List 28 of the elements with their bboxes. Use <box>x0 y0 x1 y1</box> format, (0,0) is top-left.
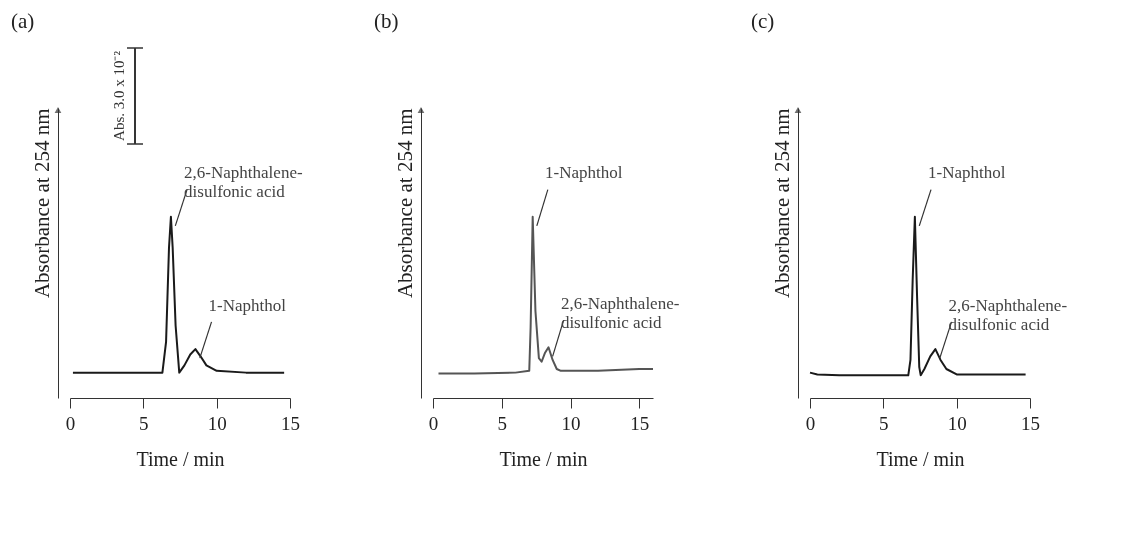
y-axis-title: Absorbance at 254 nm <box>769 108 794 299</box>
x-tick-label: 0 <box>65 412 76 434</box>
x-axis-title: Time / min <box>499 447 588 470</box>
x-tick-label: 15 <box>281 412 300 434</box>
annotation: 1-Naphthol <box>545 163 623 183</box>
chart-title: (a) <box>11 8 35 33</box>
x-axis-title: Time / min <box>136 447 225 470</box>
y-axis-title: Absorbance at 254 nm <box>392 108 417 299</box>
x-tick-label: 15 <box>630 412 650 434</box>
x-tick-label: 5 <box>497 412 507 434</box>
chart-title: (b) <box>374 8 399 33</box>
annotation: 1-Naphthol <box>928 163 1006 183</box>
annotation: 2,6-Naphthalene- disulfonic acid <box>948 295 1068 334</box>
x-tick-label: 10 <box>947 412 967 434</box>
annotation: 1-Naphthol <box>208 295 287 315</box>
x-tick-label: 0 <box>805 412 816 434</box>
x-tick-label: 10 <box>561 412 581 434</box>
annotation: 2,6-Naphthalene- disulfonic acid <box>184 163 303 202</box>
x-tick-label: 10 <box>207 412 227 434</box>
x-axis-title: Time / min <box>876 447 965 470</box>
x-tick-label: 0 <box>428 412 439 434</box>
x-tick-label: 5 <box>879 412 889 434</box>
text: Abs. 3.0 x 10⁻² <box>111 50 127 141</box>
x-tick-label: 15 <box>1021 412 1040 434</box>
x-tick-label: 5 <box>139 412 149 434</box>
y-axis-title: Absorbance at 254 nm <box>29 108 54 299</box>
chart-title: (c) <box>751 8 775 33</box>
annotation: 2,6-Naphthalene- disulfonic acid <box>560 293 680 332</box>
